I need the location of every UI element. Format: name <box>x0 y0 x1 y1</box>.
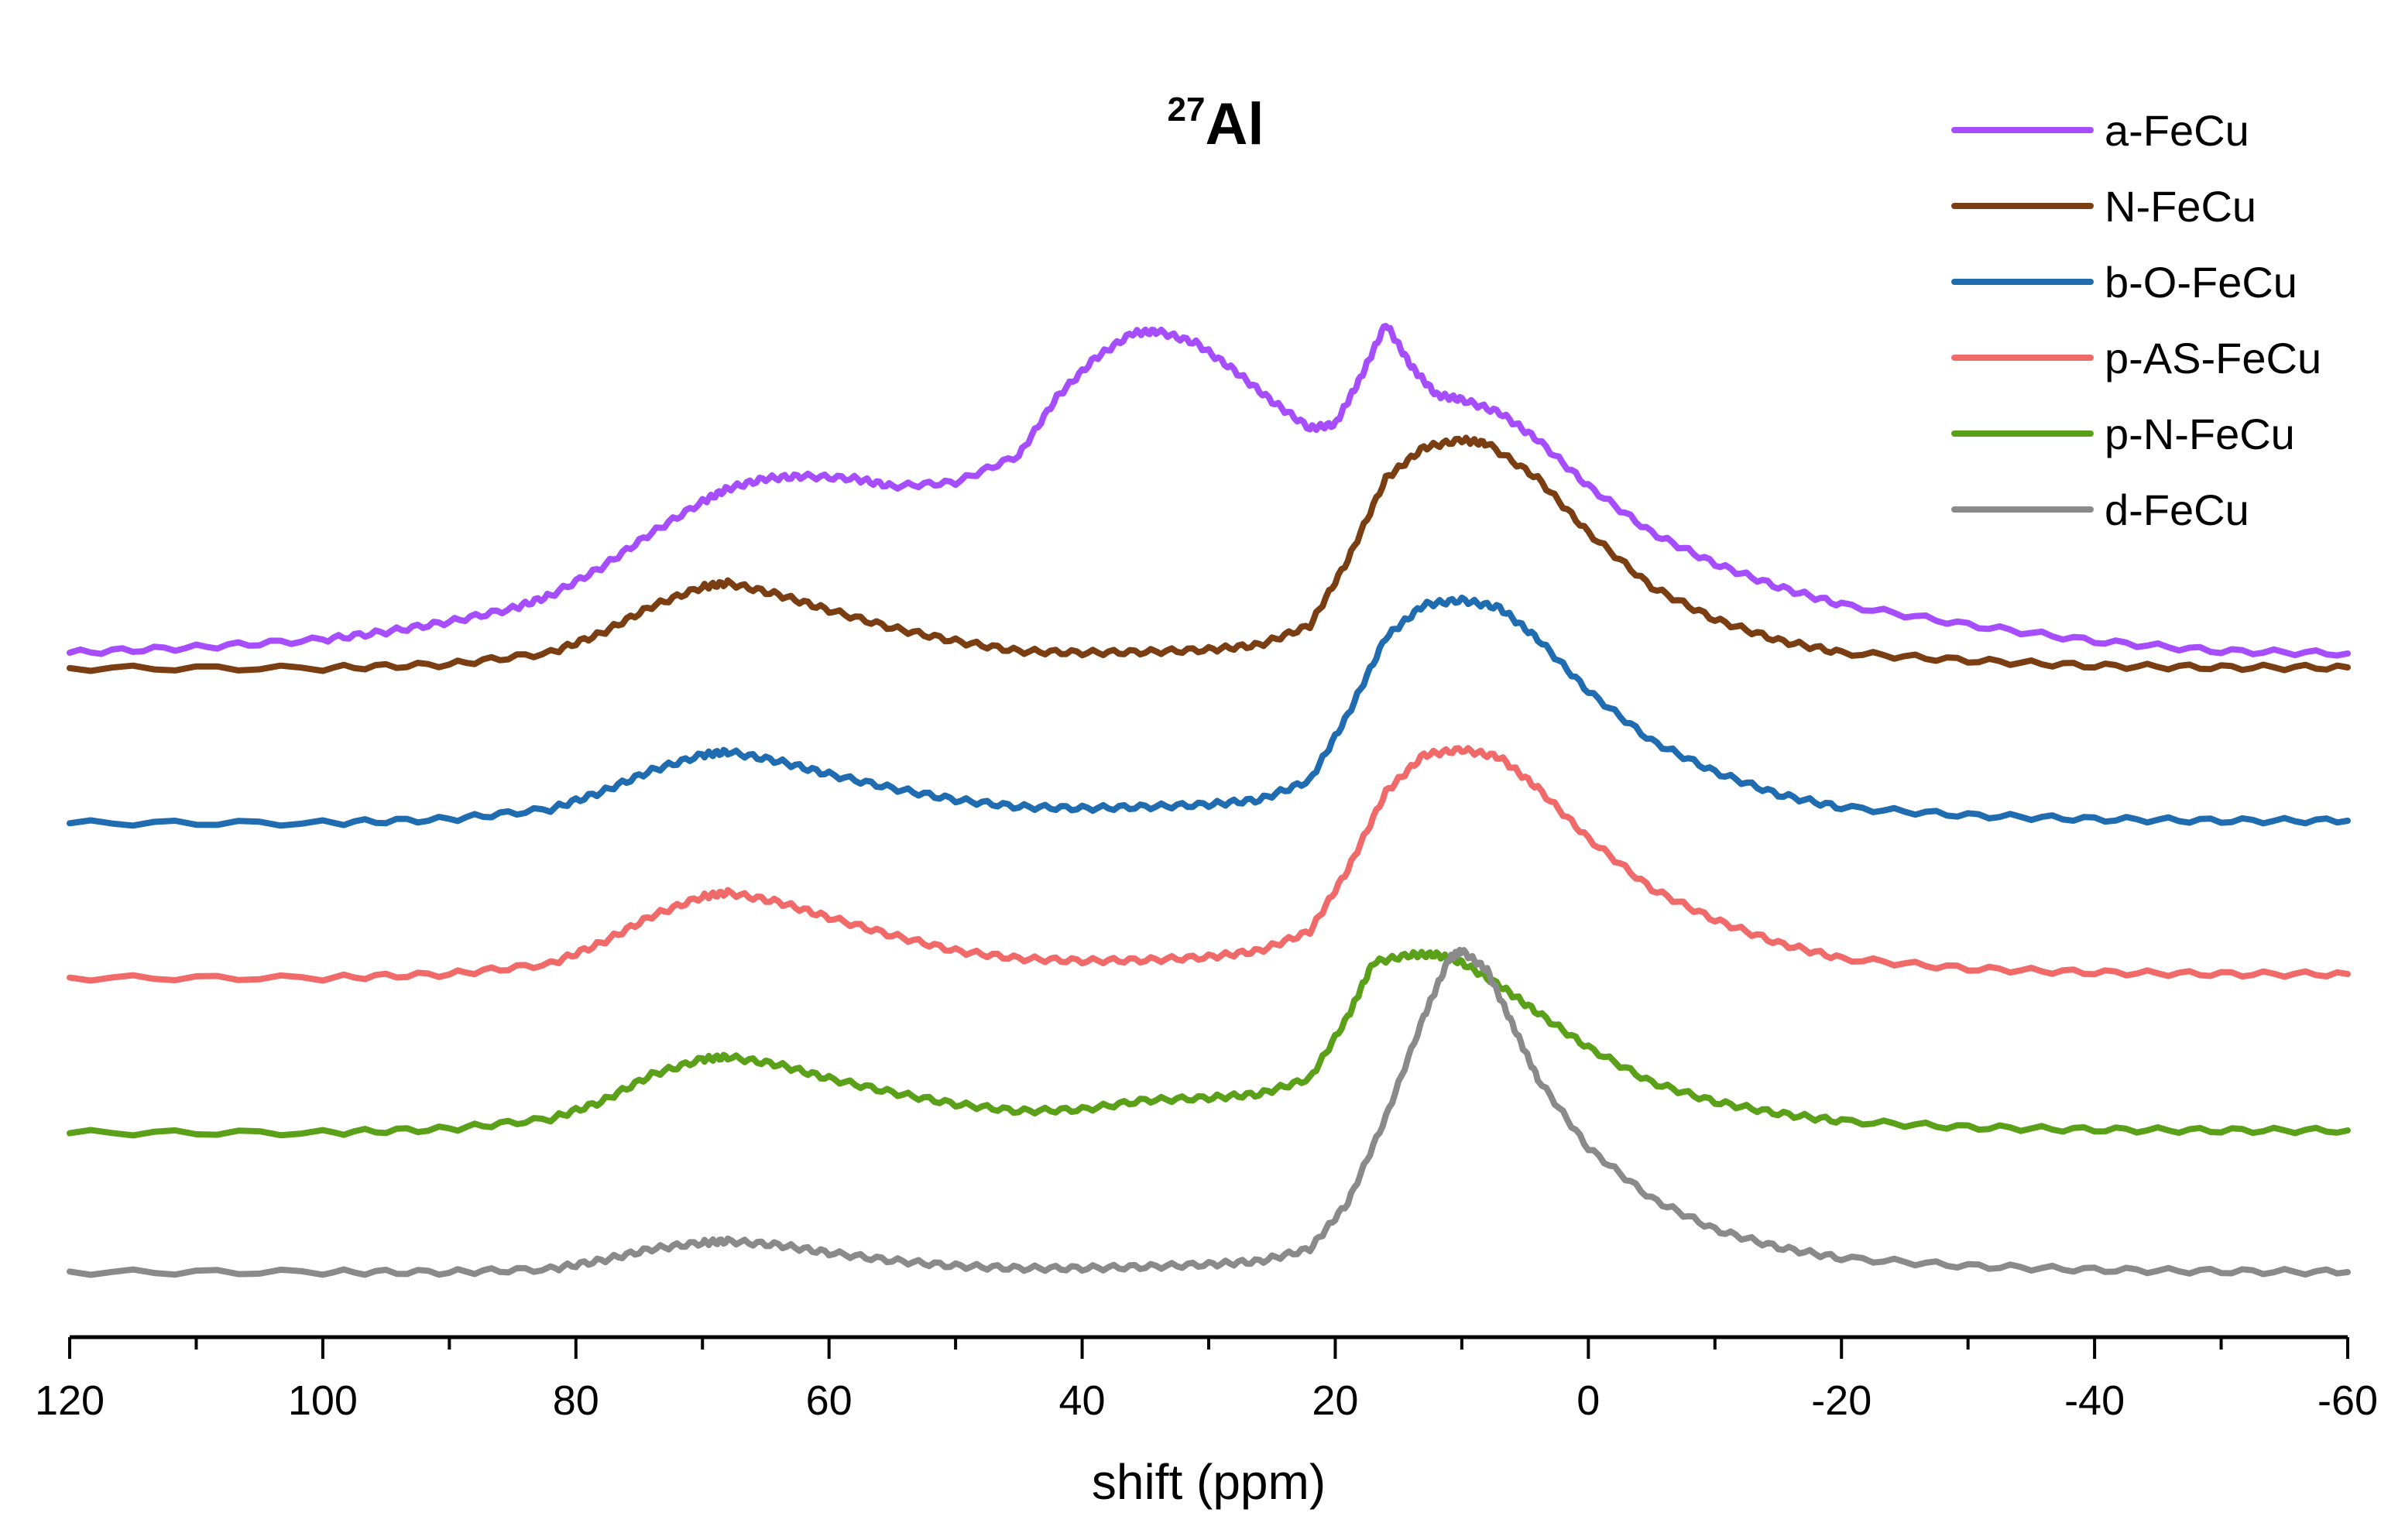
legend-label: p-AS-FeCu <box>2105 334 2321 382</box>
legend-item-b-O-FeCu: b-O-FeCu <box>1951 258 2297 307</box>
legend-label: a-FeCu <box>2105 106 2249 155</box>
legend-label: b-O-FeCu <box>2105 258 2297 307</box>
legend: a-FeCu N-FeCu b-O-FeCu p-AS-FeCu p-N-FeCu d-F… <box>1951 106 2321 534</box>
series-group <box>67 323 2351 1278</box>
series-line-N-FeCu <box>67 434 2351 674</box>
x-tick-label: 120 <box>35 1377 105 1424</box>
x-tick-label: 80 <box>553 1377 599 1424</box>
legend-item-N-FeCu: N-FeCu <box>1951 182 2256 231</box>
legend-item-p-AS-FeCu: p-AS-FeCu <box>1951 334 2321 382</box>
x-axis-ticks: 120 100 80 60 40 20 0 -20 -40 -60 <box>35 1337 2378 1424</box>
legend-item-p-N-FeCu: p-N-FeCu <box>1951 410 2295 458</box>
x-tick-label: 60 <box>806 1377 853 1424</box>
series-line-p-N-FeCu <box>67 948 2351 1139</box>
chart-title: 27Al <box>1168 91 1264 157</box>
x-tick-label: 20 <box>1312 1377 1358 1424</box>
series-line-d-FeCu <box>67 946 2351 1278</box>
x-tick-label: 0 <box>1576 1377 1600 1424</box>
x-tick-label: 100 <box>288 1377 358 1424</box>
series-line-a-FeCu <box>67 323 2351 659</box>
x-tick-label: -20 <box>1811 1377 1872 1424</box>
series-line-p-AS-FeCu <box>67 745 2351 984</box>
chart-title-text: Al <box>1205 91 1264 157</box>
x-axis-title: shift (ppm) <box>1092 1454 1326 1510</box>
legend-label: N-FeCu <box>2105 182 2256 231</box>
series-line-b-O-FeCu <box>67 594 2351 829</box>
legend-item-a-FeCu: a-FeCu <box>1951 106 2249 155</box>
legend-item-d-FeCu: d-FeCu <box>1951 485 2249 534</box>
x-tick-label: -60 <box>2318 1377 2378 1424</box>
x-tick-label: 40 <box>1059 1377 1106 1424</box>
x-tick-label: -40 <box>2064 1377 2125 1424</box>
legend-label: d-FeCu <box>2105 485 2249 534</box>
chart-title-superscript: 27 <box>1168 91 1206 129</box>
legend-label: p-N-FeCu <box>2105 410 2295 458</box>
